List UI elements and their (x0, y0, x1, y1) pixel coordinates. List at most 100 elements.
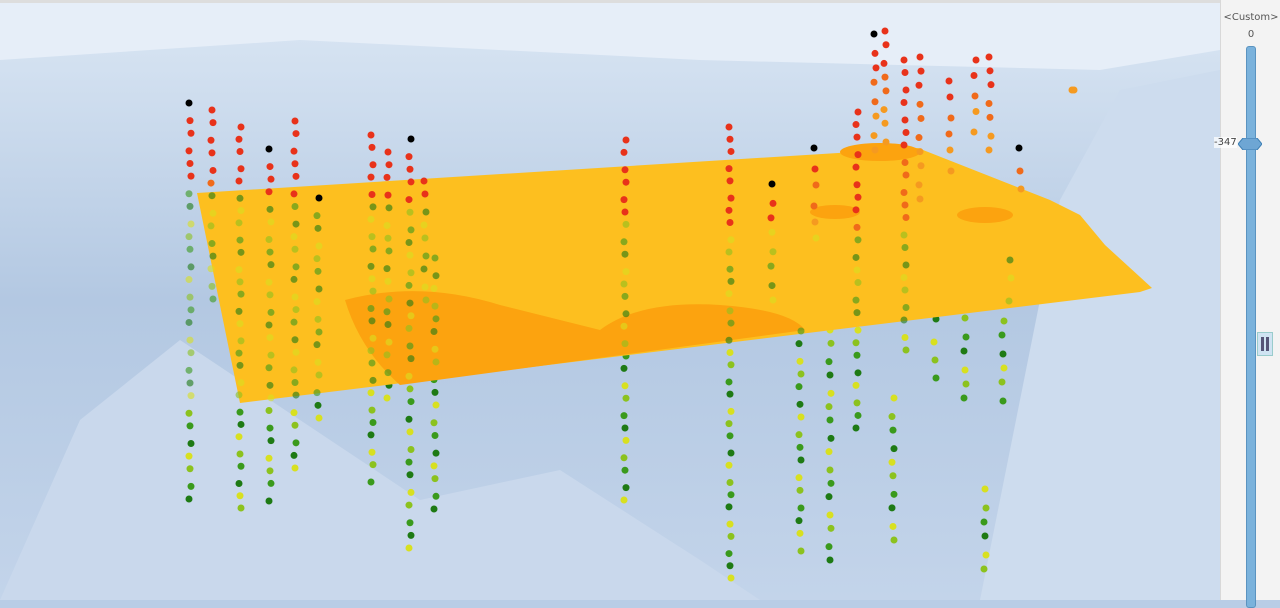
sample-point[interactable] (901, 244, 909, 251)
sample-point[interactable] (266, 291, 274, 299)
sample-point[interactable] (622, 436, 630, 444)
sample-point[interactable] (432, 272, 440, 280)
sample-point[interactable] (725, 123, 733, 131)
sample-point[interactable] (932, 374, 940, 382)
sample-point[interactable] (826, 416, 834, 424)
sample-point[interactable] (267, 437, 275, 445)
sample-point[interactable] (852, 296, 860, 304)
sample-point[interactable] (267, 308, 275, 316)
sample-point[interactable] (917, 114, 925, 122)
sample-point[interactable] (209, 166, 217, 174)
sample-point[interactable] (384, 277, 392, 285)
sample-point[interactable] (826, 466, 834, 474)
sample-point[interactable] (208, 149, 216, 157)
sample-point[interactable] (622, 310, 630, 318)
sample-point[interactable] (797, 370, 805, 378)
sample-point[interactable] (999, 397, 1007, 405)
sample-point[interactable] (291, 464, 299, 472)
sample-point[interactable] (406, 299, 414, 307)
sample-point[interactable] (407, 398, 415, 406)
sample-point[interactable] (872, 64, 880, 72)
sample-point[interactable] (900, 316, 908, 324)
sample-point[interactable] (369, 287, 377, 295)
sample-point[interactable] (313, 298, 321, 306)
sample-point[interactable] (368, 233, 376, 241)
sample-point[interactable] (237, 462, 245, 470)
sample-point[interactable] (267, 175, 275, 183)
sample-point[interactable] (870, 78, 878, 86)
sample-point[interactable] (208, 106, 216, 114)
sample-point[interactable] (237, 248, 245, 256)
sample-point[interactable] (291, 203, 299, 210)
sample-point[interactable] (187, 349, 195, 357)
sample-point[interactable] (186, 422, 194, 430)
sample-point[interactable] (827, 434, 835, 442)
sample-point[interactable] (795, 340, 803, 348)
sample-point[interactable] (871, 98, 879, 106)
sample-point[interactable] (186, 336, 194, 344)
sample-point[interactable] (383, 351, 391, 359)
sample-point[interactable] (290, 366, 298, 374)
sample-point[interactable] (725, 420, 733, 428)
sample-point[interactable] (235, 135, 243, 143)
sample-point[interactable] (405, 281, 413, 289)
sample-point[interactable] (900, 274, 908, 281)
sample-point[interactable] (960, 347, 968, 355)
sample-point[interactable] (972, 56, 980, 64)
sample-point[interactable] (209, 295, 217, 303)
sample-point[interactable] (888, 413, 896, 421)
sample-point[interactable] (292, 220, 300, 228)
sample-point[interactable] (368, 359, 376, 367)
sample-point[interactable] (727, 147, 735, 155)
sample-point[interactable] (1007, 274, 1015, 282)
sample-point[interactable] (827, 389, 835, 397)
sample-point[interactable] (890, 490, 898, 498)
sample-point[interactable] (854, 236, 862, 244)
sample-point[interactable] (796, 357, 804, 365)
sample-point[interactable] (890, 445, 898, 453)
sample-point[interactable] (812, 234, 820, 242)
sample-point[interactable] (385, 338, 393, 346)
sample-point[interactable] (290, 190, 298, 198)
sample-point[interactable] (622, 136, 630, 144)
sample-point[interactable] (825, 543, 833, 551)
sample-point[interactable] (725, 165, 733, 173)
sample-point[interactable] (265, 188, 273, 196)
sample-point[interactable] (727, 277, 735, 285)
sample-point[interactable] (972, 108, 980, 115)
sample-point[interactable] (185, 409, 193, 417)
sample-point[interactable] (186, 465, 194, 473)
sample-point[interactable] (185, 495, 193, 503)
sample-point[interactable] (915, 134, 923, 142)
sample-point[interactable] (407, 488, 415, 496)
sample-point[interactable] (405, 544, 413, 552)
sample-point[interactable] (407, 531, 415, 539)
sample-point[interactable] (889, 522, 897, 530)
elevation-slider-track[interactable] (1246, 46, 1256, 608)
sample-point[interactable] (369, 334, 377, 342)
sample-point[interactable] (726, 478, 734, 486)
sample-point[interactable] (853, 133, 861, 141)
sample-point[interactable] (621, 340, 629, 348)
sample-point[interactable] (369, 376, 377, 384)
sample-point[interactable] (265, 407, 273, 414)
sample-point[interactable] (827, 524, 835, 532)
sample-point[interactable] (185, 366, 193, 374)
sample-point[interactable] (265, 364, 273, 372)
sample-point[interactable] (421, 190, 429, 198)
sample-point[interactable] (882, 41, 890, 49)
sample-point[interactable] (986, 113, 994, 121)
sample-point[interactable] (405, 458, 413, 466)
sample-point[interactable] (767, 262, 775, 270)
3d-scene-viewport[interactable] (0, 0, 1220, 600)
sample-point[interactable] (854, 326, 862, 334)
sample-point[interactable] (826, 511, 834, 519)
sample-point[interactable] (313, 389, 321, 397)
sample-point[interactable] (385, 204, 393, 212)
sample-point[interactable] (622, 220, 630, 228)
sample-point[interactable] (236, 148, 244, 156)
sample-point[interactable] (430, 328, 438, 336)
sample-point[interactable] (930, 338, 938, 346)
sample-point[interactable] (872, 112, 880, 120)
sample-point[interactable] (292, 439, 300, 447)
